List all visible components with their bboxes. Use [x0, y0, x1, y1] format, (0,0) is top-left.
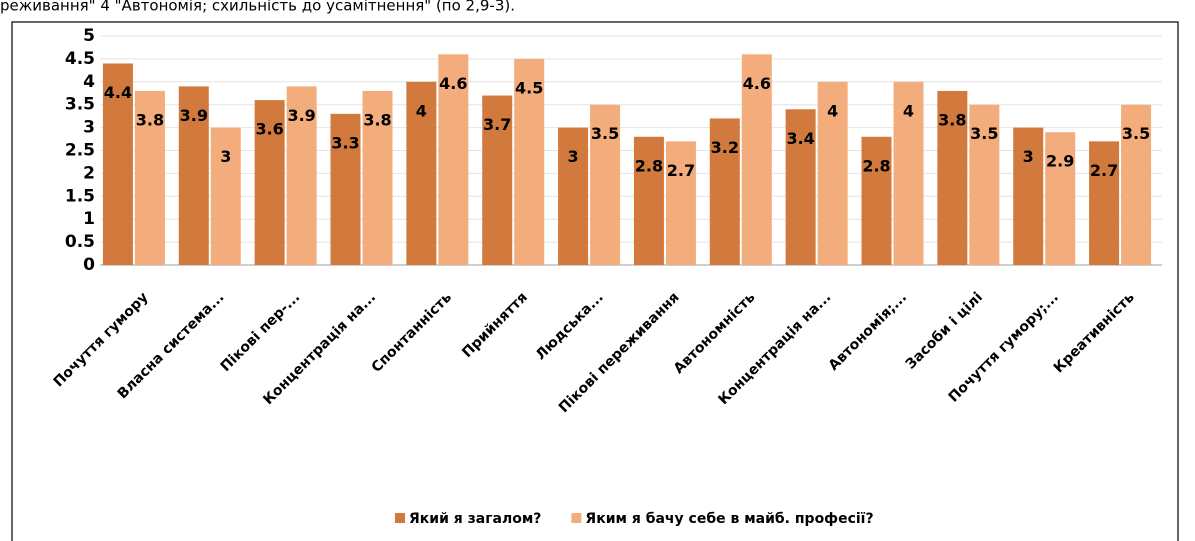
- bar: [482, 95, 513, 265]
- bar: [438, 54, 469, 265]
- bar: [406, 81, 437, 265]
- bar: [861, 136, 892, 265]
- bar: [893, 81, 924, 265]
- data-label: 3.3: [331, 133, 359, 152]
- y-tick-label: 3.5: [65, 95, 95, 115]
- bar: [210, 127, 241, 265]
- bar: [633, 136, 664, 265]
- bar: [1045, 132, 1076, 265]
- legend-swatch: [571, 513, 582, 523]
- data-label: 2.7: [667, 161, 695, 180]
- data-label: 3.5: [970, 124, 998, 143]
- data-label: 4.6: [743, 74, 771, 93]
- bar: [514, 58, 545, 266]
- bar: [254, 100, 285, 266]
- y-tick-label: 4.5: [65, 49, 95, 69]
- data-label: 4.6: [439, 74, 467, 93]
- bar: [102, 63, 133, 266]
- y-tick-label: 3: [83, 118, 95, 138]
- caption: реживання" 4 "Автономія; схильність до у…: [0, 0, 515, 15]
- data-label: 3: [1023, 147, 1034, 166]
- y-tick-label: 2: [83, 163, 95, 183]
- data-label: 3.5: [1122, 124, 1150, 143]
- data-label: 3.6: [255, 120, 283, 139]
- bar: [709, 118, 740, 265]
- bar: [969, 104, 1000, 265]
- y-tick-label: 5: [83, 26, 95, 46]
- bar: [665, 141, 696, 265]
- bar: [785, 109, 816, 265]
- bar: [741, 54, 772, 265]
- y-tick-label: 4: [83, 72, 95, 92]
- data-label: 4: [827, 101, 838, 120]
- data-label: 3.7: [483, 115, 511, 134]
- y-tick-label: 2.5: [65, 141, 95, 161]
- bar: [817, 81, 848, 265]
- legend-label: Який я загалом?: [409, 511, 541, 527]
- data-label: 3.9: [287, 106, 315, 125]
- bar: [286, 86, 317, 265]
- data-label: 3: [568, 147, 579, 166]
- bar: [558, 127, 589, 265]
- bar: [1121, 104, 1152, 265]
- bar: [178, 86, 209, 265]
- y-tick-label: 1: [83, 209, 95, 229]
- legend-swatch: [395, 513, 405, 523]
- bar: [134, 90, 165, 266]
- data-label: 2.7: [1090, 161, 1118, 180]
- y-tick-label: 0.5: [65, 232, 95, 252]
- bar: [1013, 127, 1044, 265]
- data-label: 3.5: [591, 124, 619, 143]
- bar: [1089, 141, 1120, 265]
- legend-label: Яким я бачу себе в майб. професії?: [585, 511, 873, 527]
- bar: [937, 90, 968, 266]
- data-label: 4: [903, 101, 914, 120]
- data-label: 3.8: [938, 110, 966, 129]
- bar: [330, 113, 361, 265]
- data-label: 3.8: [363, 110, 391, 129]
- bar: [590, 104, 621, 265]
- y-tick-label: 1.5: [65, 186, 95, 206]
- data-label: 4.5: [515, 78, 543, 97]
- data-label: 2.9: [1046, 152, 1074, 171]
- data-label: 2.8: [635, 156, 663, 175]
- data-label: 4.4: [104, 83, 132, 102]
- data-label: 2.8: [862, 156, 890, 175]
- data-label: 4: [416, 101, 427, 120]
- data-label: 3.8: [136, 110, 164, 129]
- data-label: 3.4: [786, 129, 814, 148]
- data-label: 3: [220, 147, 231, 166]
- bar: [362, 90, 393, 266]
- data-label: 3.9: [180, 106, 208, 125]
- y-tick-label: 0: [83, 255, 95, 275]
- data-label: 3.2: [711, 138, 739, 157]
